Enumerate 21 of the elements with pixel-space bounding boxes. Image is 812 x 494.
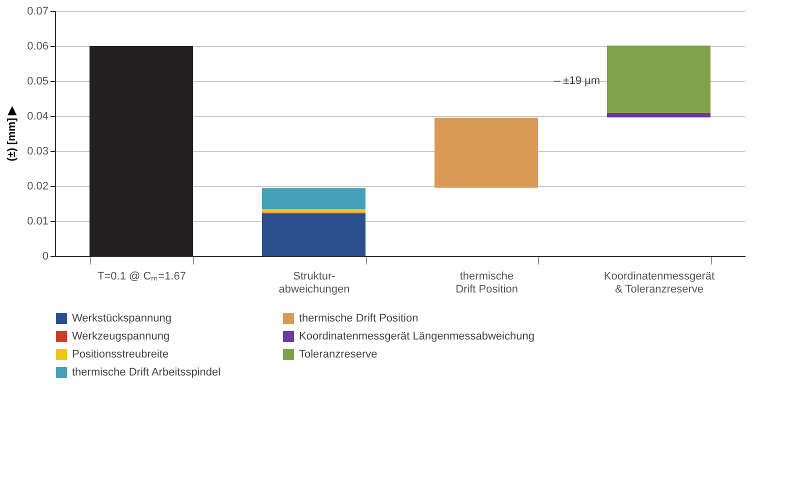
y-tick-label: 0.07	[27, 6, 48, 18]
legend-label: Positionsstreubreite	[72, 348, 169, 360]
x-tick-label: thermische Drift Position	[456, 270, 518, 296]
y-tick-label: 0.05	[27, 76, 48, 88]
y-tick-label: 0.01	[27, 216, 48, 228]
legend-label: Werkstückspannung	[72, 312, 172, 325]
x-tick-label: T=0.1 @ Cₘ=1.67	[98, 270, 186, 282]
legend-label: Werkzeugspannung	[72, 330, 170, 342]
legend-label: thermische Drift Position	[299, 312, 418, 325]
annotation: – ±19 µm	[554, 75, 600, 87]
y-axis-title: (±) [mm] ▶	[6, 106, 18, 162]
y-tick-label: 0.03	[27, 146, 48, 158]
x-tick-label: Struktur- abweichungen	[278, 270, 350, 296]
y-tick-label: 0.04	[27, 110, 48, 122]
legend-label: Toleranzreserve	[299, 348, 378, 360]
y-tick-label: 0.02	[27, 180, 48, 192]
y-tick-label: 0.06	[27, 40, 48, 52]
y-tick-label: 0	[42, 250, 48, 262]
legend-label: thermische Drift Arbeitsspindel	[72, 366, 221, 378]
x-tick-label: Koordinatenmessgerät & Toleranzreserve	[604, 270, 715, 296]
legend-label: Koordinatenmessgerät Längenmessabweichung	[299, 330, 534, 342]
